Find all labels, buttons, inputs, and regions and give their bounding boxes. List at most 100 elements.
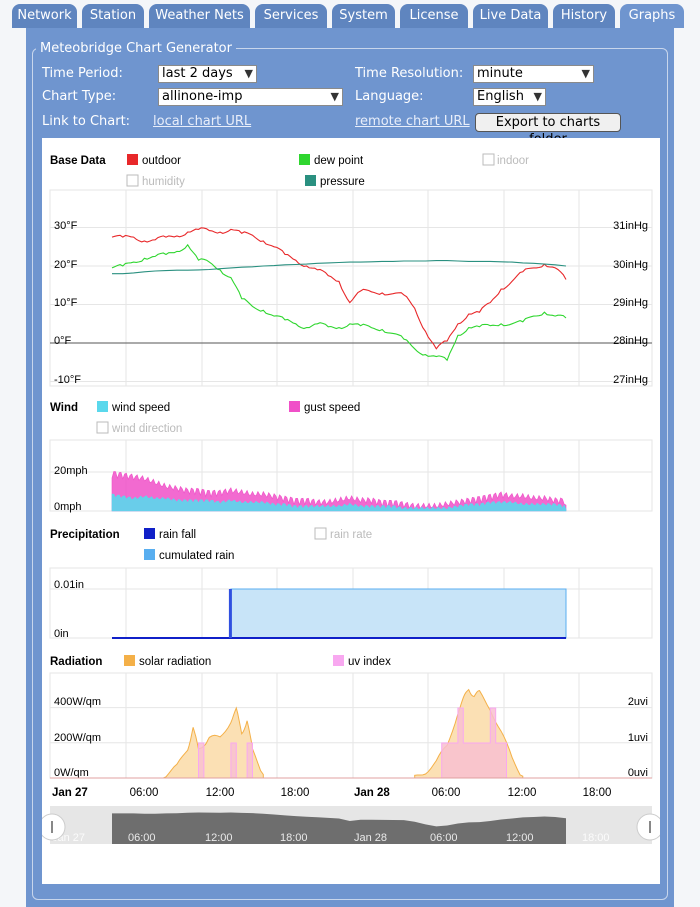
y-tick-200wqm: 200W/qm — [54, 732, 101, 744]
legend-gust-speed: gust speed — [304, 402, 360, 414]
y-tick-400wqm: 400W/qm — [54, 696, 101, 708]
time-resolution-select[interactable]: minute ▼ — [473, 65, 594, 83]
y-tick-0in: 0in — [54, 628, 69, 640]
legend-item-solar-radiation[interactable]: solar radiation — [124, 655, 211, 668]
series-area-wind-speed — [111, 493, 567, 512]
nav-label-1200-a: 12:00 — [205, 832, 233, 844]
legend-item-rain-rate[interactable]: rain rate — [314, 527, 372, 541]
navigator-series-area — [112, 812, 566, 844]
solar-radiation-swatch — [124, 655, 135, 666]
y-tick-1uvi: 1uvi — [628, 732, 648, 744]
legend-uv-index: uv index — [348, 656, 391, 668]
navigator-handle-left[interactable] — [42, 813, 66, 841]
panel-title-base-data: Base Data — [50, 155, 106, 167]
x-tick-1800-a: 18:00 — [281, 787, 310, 799]
remote-chart-url-link[interactable]: remote chart URL — [355, 114, 470, 129]
y-tick-2uvi: 2uvi — [628, 696, 648, 708]
language-value: English — [477, 89, 524, 104]
chart-svg: Base Data outdoor dew point indoor humid… — [42, 153, 660, 844]
outdoor-swatch — [127, 154, 138, 165]
legend-cumulated-rain: cumulated rain — [159, 550, 234, 562]
chart-type-label: Chart Type: — [42, 89, 117, 104]
x-tick-0600-b: 06:00 — [432, 787, 461, 799]
tab-live-data[interactable]: Live Data — [473, 4, 548, 28]
fieldset-title: Meteobridge Chart Generator — [36, 40, 236, 58]
time-resolution-value: minute — [477, 66, 523, 81]
legend-solar-radiation: solar radiation — [139, 656, 211, 668]
legend-item-wind-direction[interactable]: wind direction — [96, 421, 182, 435]
rain-fall-bar — [228, 589, 232, 638]
nav-label-1800-b: 18:00 — [582, 832, 610, 844]
legend-rain-fall: rain fall — [159, 529, 196, 541]
tab-system[interactable]: System — [332, 4, 395, 28]
y-tick-28inhg: 28inHg — [613, 335, 648, 347]
series-line-pressure — [112, 260, 567, 275]
chart-type-select[interactable]: allinone-imp ▼ — [158, 88, 343, 106]
y-tick-0mph: 0mph — [54, 501, 82, 513]
series-line-outdoor — [111, 227, 567, 350]
nav-label-0600-a: 06:00 — [128, 832, 156, 844]
chart-generator-fieldset — [32, 48, 668, 900]
wind-y-axis: 20mph 0mph — [54, 465, 88, 513]
humidity-swatch-disabled — [126, 174, 139, 187]
tab-license[interactable]: License — [400, 4, 468, 28]
local-chart-url-link[interactable]: local chart URL — [153, 114, 252, 129]
base-data-y-axis: 30°F 20°F 10°F 0°F -10°F 31inHg 30inHg 2… — [54, 220, 648, 386]
pressure-swatch — [305, 175, 316, 186]
panel-title-precipitation: Precipitation — [50, 529, 120, 541]
legend-humidity: humidity — [142, 176, 185, 188]
legend-item-outdoor[interactable]: outdoor — [127, 154, 181, 167]
y-tick-001in: 0.01in — [54, 579, 84, 591]
series-area-gust-speed — [111, 471, 567, 512]
y-tick-30inhg: 30inHg — [613, 259, 648, 271]
legend-item-gust-speed[interactable]: gust speed — [289, 401, 360, 414]
y-tick-30f: 30°F — [54, 220, 78, 232]
legend-item-wind-speed[interactable]: wind speed — [97, 401, 170, 414]
panel-title-wind: Wind — [50, 402, 78, 414]
time-resolution-label: Time Resolution: — [355, 66, 464, 81]
legend-wind-direction: wind direction — [111, 423, 182, 435]
navigator-handle-right[interactable] — [636, 813, 660, 841]
radiation-legend: Radiation solar radiation uv index — [50, 655, 391, 668]
chevron-down-icon: ▼ — [330, 90, 339, 103]
legend-item-humidity[interactable]: humidity — [126, 174, 185, 188]
time-period-select[interactable]: last 2 days ▼ — [158, 65, 257, 83]
legend-item-pressure[interactable]: pressure — [305, 175, 365, 188]
legend-item-uv-index[interactable]: uv index — [333, 655, 391, 668]
base-data-series — [111, 227, 567, 362]
y-tick-10f: 10°F — [54, 297, 78, 309]
legend-item-indoor[interactable]: indoor — [482, 153, 529, 167]
dew-point-swatch — [299, 154, 310, 165]
language-select[interactable]: English ▼ — [473, 88, 546, 106]
panel-title-radiation: Radiation — [50, 656, 102, 668]
navigator[interactable]: Jan 27 06:00 12:00 18:00 Jan 28 06:00 12… — [42, 806, 660, 844]
legend-pressure: pressure — [320, 176, 365, 188]
tab-history[interactable]: History — [553, 4, 615, 28]
chart-type-value: allinone-imp — [162, 89, 243, 104]
x-axis: Jan 27 06:00 12:00 18:00 Jan 28 06:00 12… — [52, 787, 611, 799]
precipitation-series — [112, 588, 567, 639]
chevron-down-icon: ▼ — [581, 67, 590, 80]
legend-item-cumulated-rain[interactable]: cumulated rain — [144, 549, 234, 562]
y-tick-0uvi: 0uvi — [628, 767, 648, 779]
rain-rate-swatch-disabled — [314, 527, 327, 540]
y-tick-29inhg: 29inHg — [613, 297, 648, 309]
legend-indoor: indoor — [497, 155, 529, 167]
cumulated-rain-swatch — [144, 549, 155, 560]
tab-graphs[interactable]: Graphs — [620, 4, 684, 28]
x-tick-0600-a: 06:00 — [130, 787, 159, 799]
legend-rain-rate: rain rate — [330, 529, 372, 541]
uv-index-swatch — [333, 655, 344, 666]
tab-weather-nets[interactable]: Weather Nets — [149, 4, 250, 28]
tab-services[interactable]: Services — [255, 4, 327, 28]
tab-station[interactable]: Station — [82, 4, 144, 28]
legend-outdoor: outdoor — [142, 155, 181, 167]
indoor-swatch-disabled — [482, 153, 495, 166]
legend-item-dew-point[interactable]: dew point — [299, 154, 364, 167]
legend-item-rain-fall[interactable]: rain fall — [144, 528, 196, 541]
x-tick-1200-a: 12:00 — [206, 787, 235, 799]
x-tick-jan27: Jan 27 — [52, 787, 88, 799]
export-to-charts-folder-button[interactable]: Export to charts folder — [475, 113, 621, 147]
tab-network[interactable]: Network — [12, 4, 77, 28]
rain-fall-swatch — [144, 528, 155, 539]
